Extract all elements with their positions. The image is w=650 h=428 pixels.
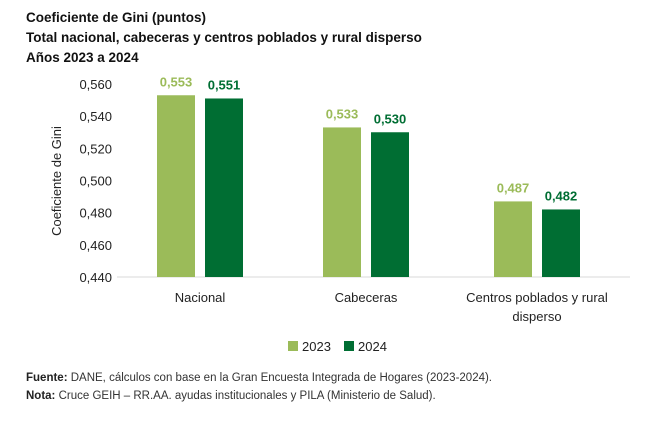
bar-2023: [494, 201, 532, 277]
y-tick-label: 0,520: [79, 141, 112, 156]
legend-swatch: [288, 341, 298, 351]
category-label: Cabeceras: [335, 290, 398, 305]
data-label: 0,553: [160, 74, 193, 89]
data-label: 0,551: [208, 77, 241, 92]
bar-chart: 0,440 0,460 0,480 0,500 0,520 0,540 0,560 Coefi…: [49, 74, 630, 354]
note: Nota: Cruce GEIH – RR.AA. ayudas institu…: [26, 390, 436, 402]
y-tick-label: 0,500: [79, 174, 112, 189]
category-label: Nacional: [175, 290, 226, 305]
y-axis-label: Coeficiente de Gini: [49, 126, 64, 236]
source-text: DANE, cálculos con base en la Gran Encue…: [67, 372, 493, 384]
chart-years: Años 2023 a 2024: [26, 50, 139, 65]
source-label: Fuente:: [26, 372, 68, 384]
y-tick-label: 0,560: [79, 77, 112, 92]
bar-2024: [205, 98, 243, 277]
y-tick-label: 0,480: [79, 206, 112, 221]
legend-swatch: [344, 341, 354, 351]
data-label: 0,530: [374, 111, 407, 126]
y-tick-label: 0,460: [79, 238, 112, 253]
data-label: 0,533: [326, 106, 359, 121]
legend-label: 2024: [358, 339, 387, 354]
y-tick-label: 0,440: [79, 270, 112, 285]
note-text: Cruce GEIH – RR.AA. ayudas institucional…: [55, 390, 436, 402]
chart-title: Coeficiente de Gini (puntos): [26, 10, 207, 25]
bar-2024: [371, 132, 409, 277]
note-label: Nota:: [26, 390, 56, 402]
y-tick-label: 0,540: [79, 109, 112, 124]
bar-2023: [323, 127, 361, 277]
source-note: Fuente: DANE, cálculos con base en la Gr…: [26, 372, 492, 384]
category-label: disperso: [512, 309, 561, 324]
bar-2024: [542, 209, 580, 277]
legend-label: 2023: [302, 339, 331, 354]
bar-2023: [157, 95, 195, 277]
data-label: 0,482: [545, 188, 578, 203]
chart-subtitle: Total nacional, cabeceras y centros pobl…: [26, 30, 422, 45]
category-label: Centros poblados y rural: [466, 290, 608, 305]
data-label: 0,487: [497, 180, 530, 195]
